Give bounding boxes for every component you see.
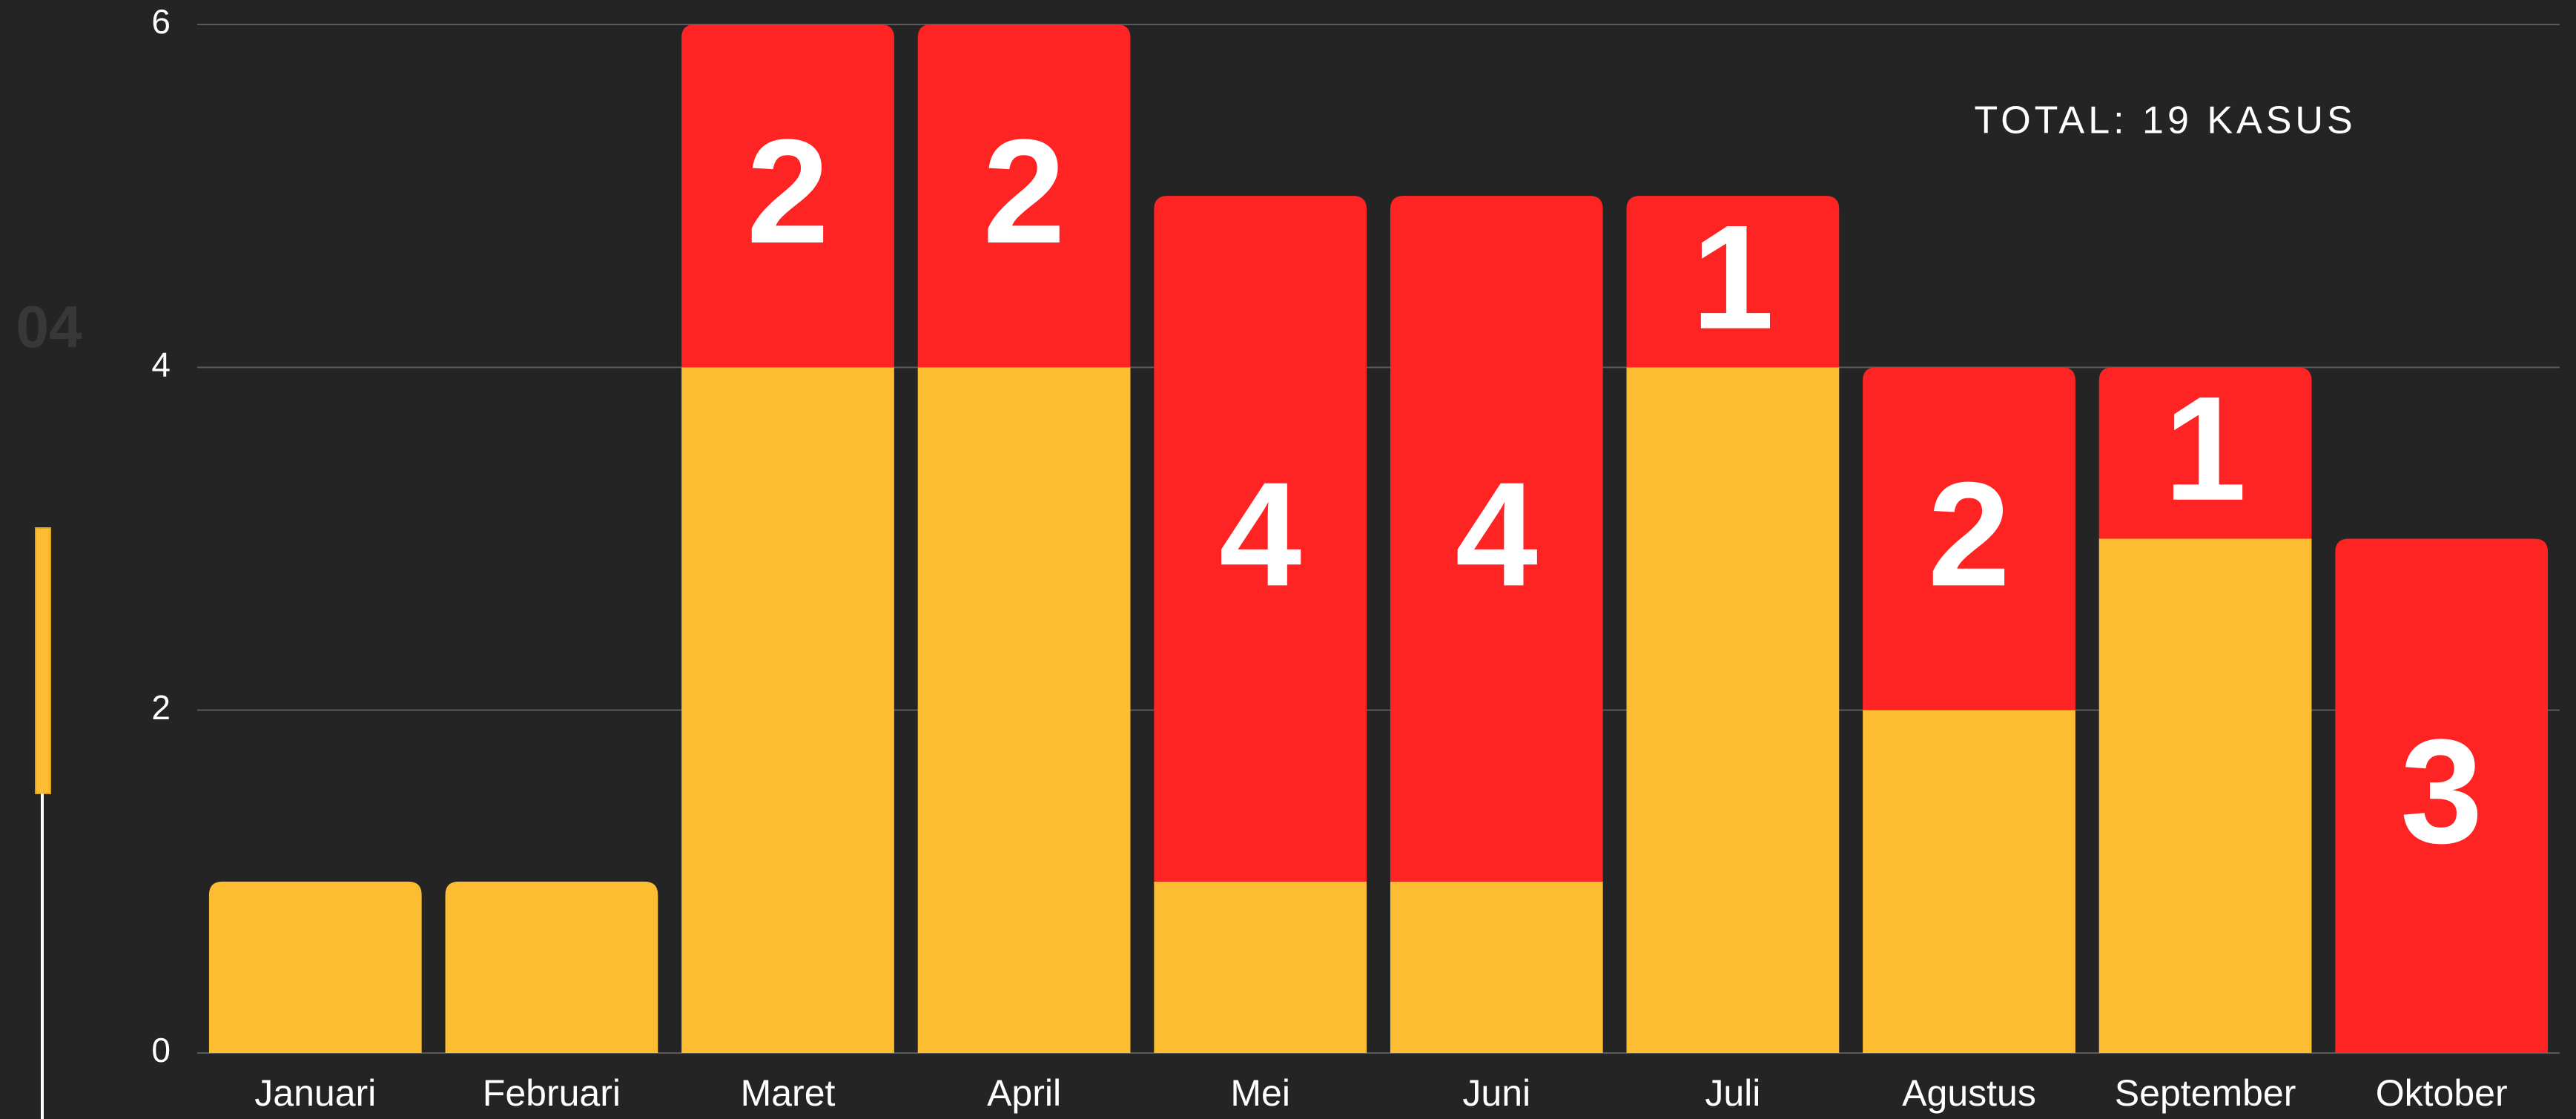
bar-segment — [1154, 196, 1367, 882]
x-tick-label: Februari — [483, 1072, 621, 1114]
bar-segment — [1154, 881, 1367, 1053]
x-tick-label: September — [2115, 1072, 2296, 1114]
bar-segment — [1390, 881, 1603, 1053]
x-tick-label: April — [987, 1072, 1061, 1114]
data-label: 2 — [982, 109, 1065, 274]
bar-segment — [681, 367, 894, 1053]
x-tick-label: Januari — [254, 1072, 376, 1114]
bar-segment — [1626, 367, 1840, 1053]
x-tick-label: Juli — [1705, 1072, 1760, 1114]
side-label: 04 — [16, 294, 82, 360]
data-label: 1 — [1691, 195, 1774, 360]
bar-segment — [1863, 367, 2075, 710]
bar-segment — [2098, 367, 2312, 539]
bar-segment — [1390, 196, 1603, 882]
side-accent — [35, 527, 51, 794]
x-tick-label: Oktober — [2376, 1072, 2508, 1114]
y-tick-label: 4 — [151, 345, 171, 383]
y-tick-label: 6 — [151, 2, 171, 41]
bar-segment — [208, 881, 422, 1053]
data-label: 2 — [747, 109, 829, 274]
x-tick-label: Agustus — [1902, 1072, 2036, 1114]
bar-segment — [1626, 196, 1840, 368]
x-tick-label: Maret — [741, 1072, 836, 1114]
y-tick-label: 0 — [151, 1031, 171, 1069]
bar-segment — [2098, 538, 2312, 1053]
bar-segment — [1863, 710, 2075, 1053]
bar-segment — [2335, 538, 2549, 1053]
bar-segment — [917, 24, 1131, 368]
annotation: TOTAL: 19 KASUS — [1974, 99, 2356, 142]
y-tick-label: 2 — [151, 688, 171, 727]
x-tick-label: Juni — [1462, 1072, 1530, 1114]
bar-segment — [917, 367, 1131, 1053]
data-label: 2 — [1928, 452, 2010, 617]
data-label: 1 — [2164, 366, 2246, 532]
data-label: 4 — [1219, 452, 1301, 617]
bar-segment — [681, 24, 894, 368]
data-label: 4 — [1456, 452, 1538, 617]
data-label: 3 — [2400, 709, 2483, 874]
x-tick-label: Mei — [1230, 1072, 1290, 1114]
bar-segment — [445, 881, 658, 1053]
